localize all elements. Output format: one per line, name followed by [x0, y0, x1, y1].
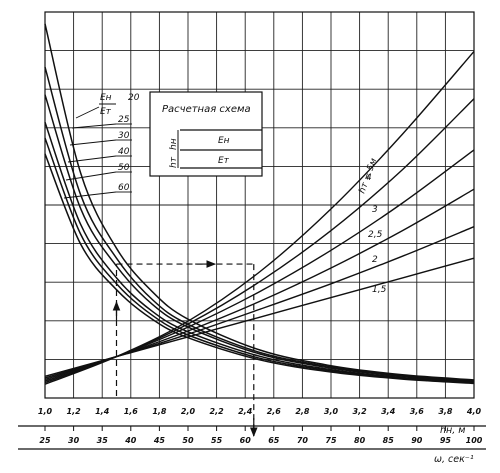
grid — [44, 11, 475, 399]
ratio-leader-50 — [65, 171, 117, 181]
thickness-curve-2 — [44, 149, 475, 382]
omega-tick-label: 50 — [182, 436, 194, 445]
thickness-legend: hт = 5м 432,521,5 — [357, 157, 386, 295]
example-path — [112, 260, 258, 437]
ratio-label-60: 60 — [118, 183, 130, 193]
thickness-label-2: 3 — [372, 205, 378, 215]
ratio-leader-40 — [67, 155, 117, 163]
thickness-label-1: 4 — [366, 173, 372, 183]
x-tick-label: 3,2 — [353, 407, 368, 416]
omega-tick-label: 65 — [268, 436, 280, 445]
ratio-legend-denominator: Eт — [100, 107, 112, 117]
ratio-legend: Eн 20 Eт 25 30 40 50 60 — [63, 93, 140, 199]
x-tick-label: 3,8 — [438, 407, 453, 416]
decreasing-curves — [44, 23, 475, 385]
scheme-layer-et: Eт — [218, 156, 230, 166]
thickness-curve-4 — [44, 226, 475, 379]
ratio-legend-first-value: 20 — [128, 93, 140, 103]
ratio-leader-30 — [69, 139, 117, 146]
x-tick-label: 2,4 — [238, 407, 253, 416]
ratio-leader-25 — [71, 123, 117, 129]
x-tick-label: 2,2 — [210, 407, 225, 416]
ratio-labels: 25 30 40 50 60 — [63, 106, 132, 199]
x-tick-label: 1,4 — [95, 407, 110, 416]
ratio-curve-60 — [44, 153, 475, 385]
omega-tick-label: 70 — [297, 436, 309, 445]
scheme-box — [149, 91, 263, 177]
ratio-curve-50 — [44, 137, 475, 384]
omega-tick-label: 35 — [97, 436, 109, 445]
omega-tick-label: 40 — [124, 436, 137, 445]
thickness-label-3: 2,5 — [368, 230, 383, 240]
scheme-side-hn: hн — [169, 138, 179, 150]
x-tick-label: 2,6 — [267, 407, 282, 416]
x-tick-label: 1,2 — [67, 407, 82, 416]
x-tick-label: 2,8 — [295, 407, 310, 416]
omega-tick-label: 60 — [240, 436, 252, 445]
design-scheme-inset: Расчетная схема Eн Eт hн hт — [149, 91, 263, 177]
axes: 1,0 1,2 1,4 1,6 1,8 2,0 2,2 2,4 2,6 2,8 3,0 3,2 3,4 3… — [18, 407, 486, 450]
omega-tick-label: 85 — [383, 436, 395, 445]
thickness-curve-5 — [44, 257, 475, 377]
plot-frame — [44, 11, 475, 399]
x-tick-label: 2,0 — [181, 407, 196, 416]
omega-axis-title: ω, сек⁻¹ — [434, 454, 474, 465]
ratio-label-25: 25 — [118, 115, 130, 125]
scheme-layer-en: Eн — [218, 136, 230, 146]
x-tick-label: 1,6 — [124, 407, 139, 416]
thickness-labels: 4 3 2,5 2 1,5 — [366, 173, 387, 295]
x-tick-label: 3,4 — [381, 407, 396, 416]
thickness-label-5: 1,5 — [372, 285, 387, 295]
omega-tick-label: 55 — [211, 436, 223, 445]
omega-tick-label: 80 — [354, 436, 366, 445]
thickness-label-4: 2 — [372, 255, 378, 265]
x-tick-label: 1,0 — [38, 407, 53, 416]
x-tick-label: 4,0 — [466, 407, 482, 416]
scheme-title: Расчетная схема — [162, 104, 251, 115]
x-tick-label: 3,0 — [324, 407, 339, 416]
ratio-curve-20 — [44, 23, 475, 381]
ratio-leader-60 — [63, 191, 117, 199]
ratio-label-40: 40 — [118, 147, 130, 157]
x-tick-label: 1,8 — [152, 407, 167, 416]
omega-tick-label: 100 — [466, 436, 483, 445]
ratio-leader-20 — [75, 106, 100, 119]
omega-tick-label: 90 — [411, 436, 423, 445]
omega-tick-label: 75 — [325, 436, 337, 445]
ratio-label-30: 30 — [118, 131, 130, 141]
ratio-legend-numerator: Eн — [100, 93, 112, 103]
ratio-curve-40 — [44, 122, 475, 383]
ratio-label-50: 50 — [118, 163, 130, 173]
x-tick-label: 3,6 — [410, 407, 425, 416]
x-axis-title: hн, м — [440, 425, 465, 436]
increasing-curves — [44, 50, 475, 385]
thickness-curve-3 — [44, 188, 475, 381]
omega-tick-label: 25 — [39, 436, 51, 445]
omega-tick-label: 95 — [440, 436, 452, 445]
omega-tick-label: 45 — [153, 436, 166, 445]
omega-tick-label: 30 — [68, 436, 80, 445]
scheme-side-ht: hт — [169, 156, 179, 168]
